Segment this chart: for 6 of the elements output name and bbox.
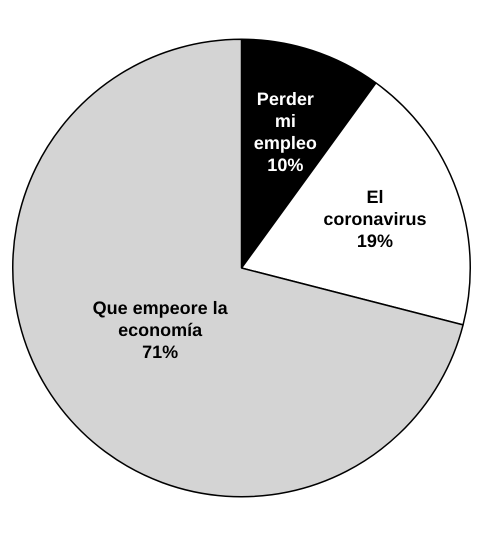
slice-label: Perder mi empleo: [254, 89, 317, 154]
slice-label: Que empeore la economía: [92, 298, 229, 340]
data-label: 19%: [356, 230, 393, 251]
data-label: 10%: [267, 155, 304, 176]
slice-label: El coronavirus: [323, 186, 426, 229]
data-label: 71%: [142, 342, 178, 362]
